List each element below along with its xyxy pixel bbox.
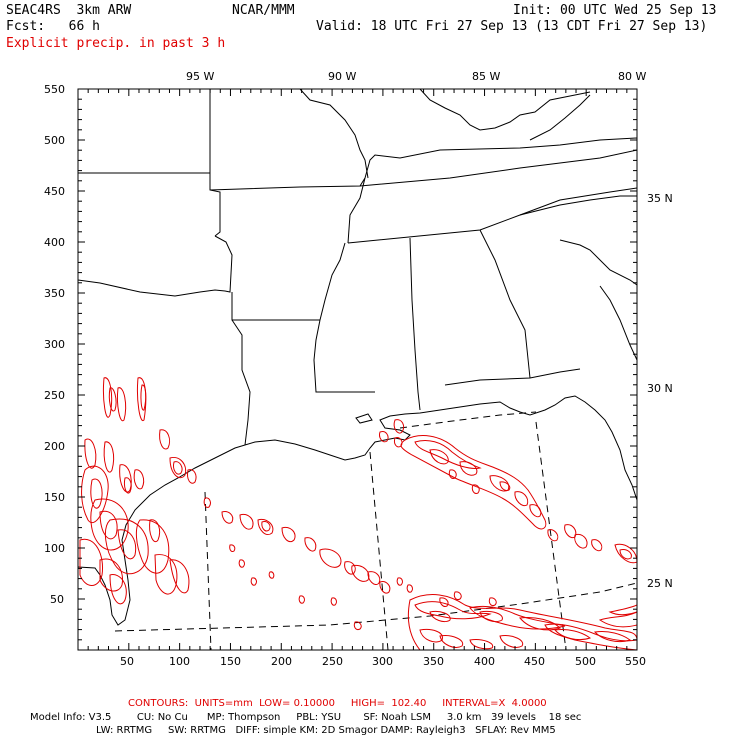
lat-label-30n: 30 N — [647, 382, 673, 395]
lat-label-35n: 35 N — [647, 192, 673, 205]
lon-label-85w: 85 W — [472, 70, 501, 83]
plot-frame — [77, 88, 638, 651]
init-time: Init: 00 UTC Wed 25 Sep 13 — [513, 3, 717, 18]
x-tick-500: 500 — [575, 655, 596, 668]
x-tick-150: 150 — [220, 655, 241, 668]
y-tick-150: 150 — [44, 491, 65, 504]
contour-info: CONTOURS: UNITS=mm LOW= 0.10000 HIGH= 10… — [128, 698, 547, 709]
x-tick-300: 300 — [372, 655, 393, 668]
x-tick-250: 250 — [322, 655, 343, 668]
center-label: NCAR/MMM — [232, 3, 295, 18]
field-title: Explicit precip. in past 3 h — [6, 36, 226, 51]
x-tick-100: 100 — [169, 655, 190, 668]
y-tick-500: 500 — [44, 134, 65, 147]
model-info-line1: Model Info: V3.5 CU: No Cu MP: Thompson … — [30, 712, 582, 723]
x-tick-400: 400 — [474, 655, 495, 668]
forecast-hour: Fcst: 66 h — [6, 19, 100, 34]
y-tick-100: 100 — [44, 542, 65, 555]
lon-label-80w: 80 W — [618, 70, 647, 83]
coastline — [78, 285, 637, 626]
lat-label-25n: 25 N — [647, 577, 673, 590]
tick-marks — [78, 89, 637, 650]
x-tick-550: 550 — [625, 655, 646, 668]
lon-label-95w: 95 W — [186, 70, 215, 83]
model-title: SEAC4RS 3km ARW — [6, 3, 132, 18]
y-tick-300: 300 — [44, 338, 65, 351]
x-tick-50: 50 — [120, 655, 134, 668]
domain-boundaries — [114, 411, 637, 650]
precip-contours — [79, 377, 637, 650]
y-tick-50: 50 — [50, 593, 64, 606]
x-tick-450: 450 — [524, 655, 545, 668]
y-tick-200: 200 — [44, 440, 65, 453]
y-tick-450: 450 — [44, 185, 65, 198]
model-info-line2: LW: RRTMG SW: RRTMG DIFF: simple KM: 2D … — [96, 725, 556, 736]
y-tick-350: 350 — [44, 287, 65, 300]
x-tick-200: 200 — [271, 655, 292, 668]
valid-time: Valid: 18 UTC Fri 27 Sep 13 (13 CDT Fri … — [316, 19, 708, 34]
x-tick-350: 350 — [423, 655, 444, 668]
y-tick-550: 550 — [44, 83, 65, 96]
y-tick-400: 400 — [44, 236, 65, 249]
lon-label-90w: 90 W — [328, 70, 357, 83]
state-borders — [78, 89, 637, 446]
y-tick-250: 250 — [44, 389, 65, 402]
